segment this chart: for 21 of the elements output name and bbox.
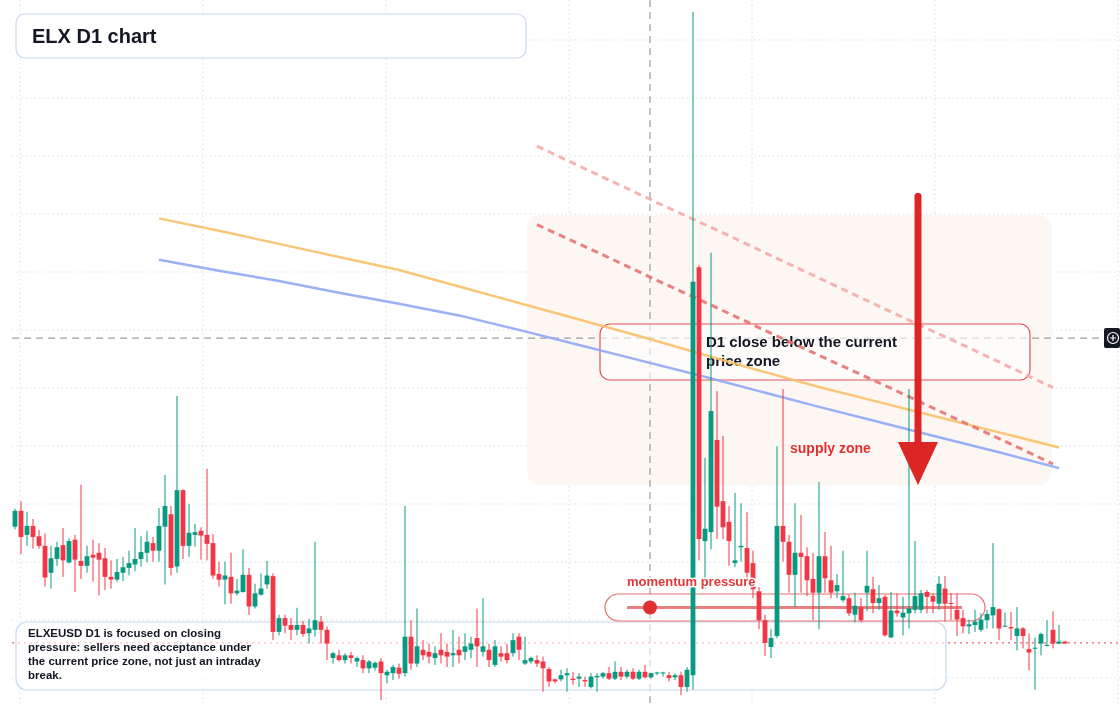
candlestick: [120, 556, 126, 582]
candlestick: [666, 671, 672, 682]
candlestick: [498, 645, 504, 662]
candlestick: [192, 523, 198, 548]
candlestick: [216, 561, 222, 587]
candlestick: [732, 492, 738, 568]
candlestick: [90, 539, 96, 583]
candlestick: [534, 654, 540, 668]
annotation: ELXEUSD D1 is focused on closing pressure: sellers need acceptance under the current price zone, not just an intraday break.: [28, 627, 262, 681]
candlestick: [522, 636, 528, 666]
candlestick: [462, 632, 468, 661]
candlestick: [930, 592, 936, 614]
text: ELX D1 chart: [32, 25, 157, 47]
candlestick: [606, 666, 612, 681]
candlestick: [348, 651, 354, 665]
annotation: D1 close below the current price zone: [706, 333, 897, 369]
candlestick: [108, 559, 114, 590]
candlestick: [222, 561, 228, 605]
candlestick: [1026, 632, 1032, 671]
band-label: supply zone: [790, 440, 872, 456]
candlestick: [480, 597, 486, 658]
